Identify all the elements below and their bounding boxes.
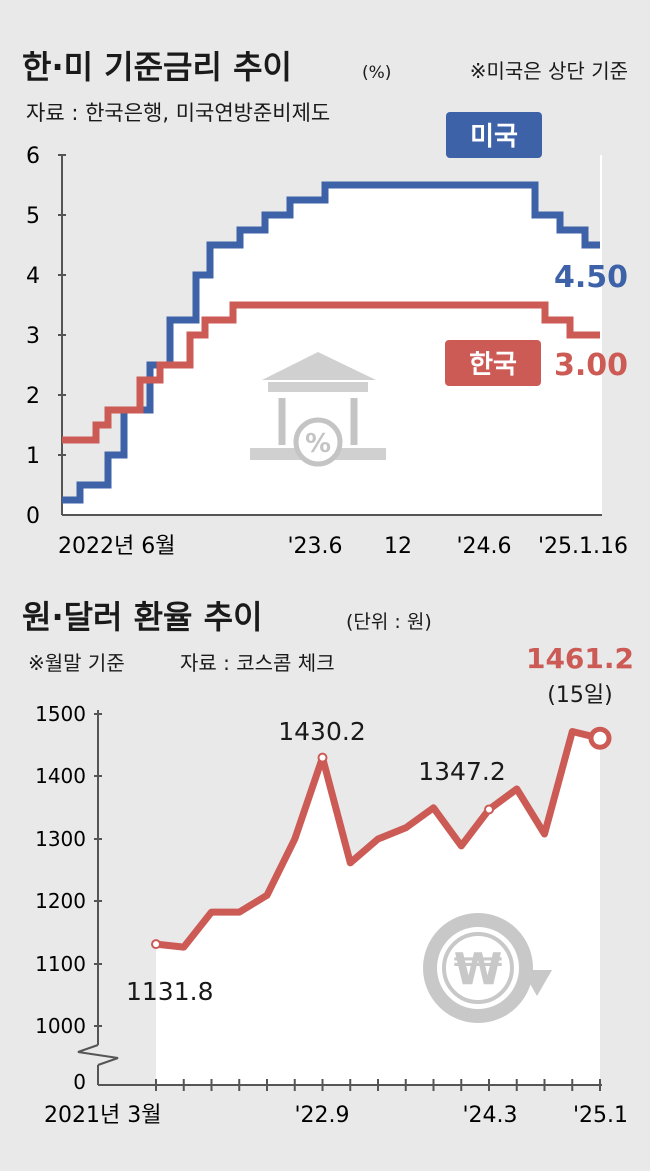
fx-y-tick-1400: 1400 [35, 764, 86, 788]
kr-legend: 한국 [445, 340, 541, 386]
won-currency-icon: ₩ [423, 913, 560, 1023]
fx-x-tick-25-1: '25.1 [573, 1103, 628, 1128]
fx-chart-source: 자료 : 코스콤 체크 [180, 651, 335, 675]
fx-point-1461-2 [588, 726, 612, 750]
fx-annotation-1131-8: 1131.8 [126, 977, 213, 1006]
fx-point-1430-2 [317, 752, 328, 763]
fx-chart-unit: (단위 : 원) [346, 611, 432, 633]
us-legend-label: 미국 [470, 122, 518, 152]
fx-x-tick-labels: 2021년 3월 '22.9 '24.3 '25.1 [44, 1103, 628, 1128]
rate-chart-unit: (%) [362, 63, 391, 83]
fx-y-tick-1100: 1100 [35, 952, 86, 976]
rate-y-tick-0: 0 [26, 504, 40, 529]
bank-icon: % [250, 352, 386, 467]
fx-annotation-1461-2: 1461.2 [526, 642, 634, 675]
fx-x-tick-24-3: '24.3 [462, 1103, 517, 1128]
rate-x-tick-labels: 2022년 6월 '23.6 12 '24.6 '25.1.16 [58, 534, 628, 559]
rate-chart-title: 한·미 기준금리 추이 [22, 48, 292, 86]
fx-y-tick-1200: 1200 [35, 889, 86, 913]
us-rate-series-line [62, 181, 600, 504]
fx-annotation-1430-2: 1430.2 [278, 717, 365, 746]
us-legend-box [446, 112, 542, 158]
fx-area-fill [156, 731, 600, 1085]
fx-point-1347-2 [484, 804, 494, 815]
fx-chart-note: ※월말 기준 [28, 651, 125, 675]
fx-y-tick-1500: 1500 [35, 702, 86, 726]
fx-y-axis-break [77, 1044, 119, 1066]
fx-x-tick-2021-3: 2021년 3월 [44, 1103, 161, 1128]
kr-legend-box [445, 340, 541, 386]
fx-annotation-1347-2: 1347.2 [418, 757, 505, 786]
rate-y-tick-1: 1 [26, 444, 40, 469]
fx-y-tick-marks [94, 713, 102, 1027]
rate-y-tick-marks [58, 154, 66, 456]
fx-annotation-points [151, 726, 612, 950]
rate-y-tick-4: 4 [26, 264, 40, 289]
rate-y-tick-6: 6 [26, 144, 40, 169]
rate-area-mask [62, 155, 600, 500]
kr-legend-label: 한국 [469, 350, 517, 380]
fx-point-1131-8 [151, 939, 161, 950]
fx-chart-title: 원·달러 환율 추이 [22, 598, 263, 636]
fx-x-tick-marks [155, 1079, 601, 1091]
rate-x-tick-2022-6: 2022년 6월 [58, 534, 175, 559]
rate-chart-note: ※미국은 상단 기준 [470, 59, 628, 83]
us-last-value-label: 4.50 [554, 260, 628, 295]
fx-series-line [152, 728, 604, 951]
rate-y-tick-2: 2 [26, 384, 40, 409]
us-legend: 미국 [446, 112, 542, 158]
kr-rate-series-line [62, 301, 600, 444]
fx-y-tick-1000: 1000 [35, 1014, 86, 1038]
rate-x-tick-24-6: '24.6 [456, 534, 511, 559]
rate-chart-source: 자료 : 한국은행, 미국연방준비제도 [26, 101, 330, 125]
rate-x-tick-25-1-16: '25.1.16 [538, 534, 628, 559]
kr-last-value-label: 3.00 [554, 348, 628, 383]
rate-y-tick-5: 5 [26, 204, 40, 229]
svg-text:₩: ₩ [454, 944, 503, 995]
rate-y-tick-3: 3 [26, 324, 40, 349]
rate-y-tick-labels: 6 5 4 3 2 1 0 [26, 144, 40, 529]
fx-y-tick-labels: 1500 1400 1300 1200 1100 1000 0 [35, 702, 86, 1094]
fx-x-tick-22-9: '22.9 [294, 1103, 349, 1128]
svg-text:%: % [305, 429, 331, 459]
fx-y-tick-0: 0 [73, 1070, 86, 1094]
fx-annotation-15-day: (15일) [547, 683, 612, 708]
fx-y-tick-1300: 1300 [35, 827, 86, 851]
rate-x-tick-12: 12 [384, 534, 412, 559]
rate-x-tick-23-6: '23.6 [287, 534, 342, 559]
